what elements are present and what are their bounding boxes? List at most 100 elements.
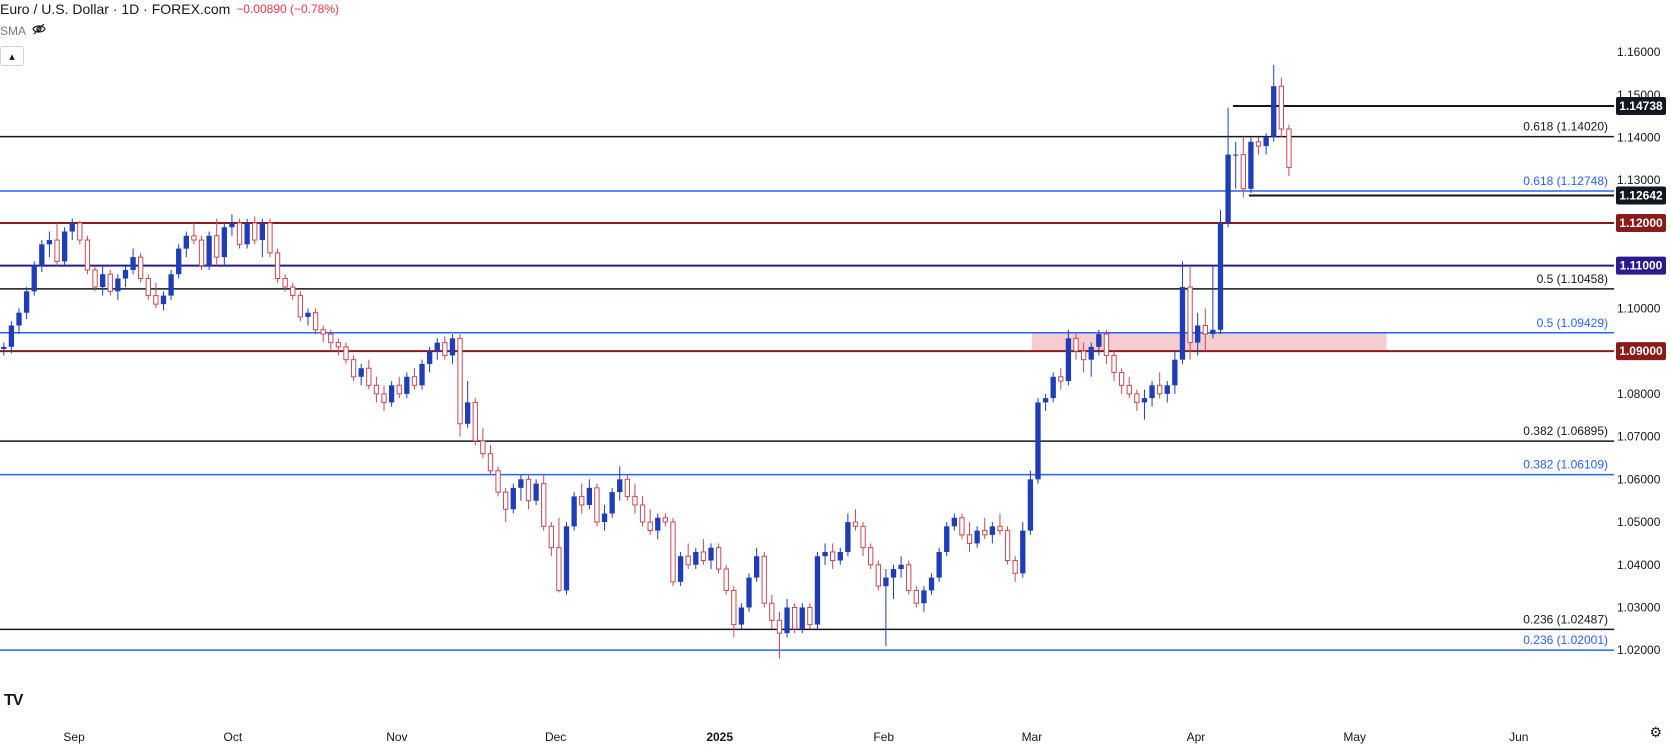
candle <box>715 543 722 574</box>
fib-level-label: 0.382 (1.06895) <box>1523 424 1608 438</box>
candle <box>601 504 608 531</box>
candle-body <box>442 342 448 356</box>
candle <box>951 513 958 531</box>
candle <box>183 231 189 258</box>
candle <box>282 274 288 292</box>
candle <box>122 265 129 288</box>
candle-body <box>685 555 691 566</box>
candle <box>426 346 433 373</box>
candle-body <box>1156 384 1163 395</box>
candle-body <box>1027 479 1034 531</box>
candle-body <box>997 525 1003 532</box>
candle-body <box>868 547 874 566</box>
candle-body <box>183 235 189 249</box>
price-tag: 1.12000 <box>1616 213 1666 232</box>
candle-body <box>69 222 75 232</box>
candle-body <box>1210 329 1216 335</box>
candle-body <box>107 273 113 292</box>
candle <box>791 603 798 634</box>
candle <box>974 526 980 548</box>
candle <box>259 218 266 258</box>
candle <box>244 218 250 249</box>
candle <box>677 551 684 587</box>
candle <box>685 543 691 570</box>
eye-off-icon[interactable] <box>32 23 46 38</box>
chart-header: Euro / U.S. Dollar · 1D · FOREX.com −0.0… <box>0 0 339 18</box>
x-axis[interactable]: Sep Oct Nov Dec 2025 Feb Mar Apr May Jun <box>0 720 1670 747</box>
candle-body <box>1149 385 1155 399</box>
candle-body <box>259 222 266 241</box>
price-tag: 1.09000 <box>1616 342 1666 361</box>
x-tick-label: Mar <box>1022 730 1043 744</box>
candle-body <box>1126 384 1132 395</box>
candle <box>69 218 75 241</box>
candle-body <box>769 602 775 621</box>
candle-body <box>822 551 828 557</box>
candle <box>115 274 121 300</box>
candle <box>776 611 783 659</box>
candle <box>769 594 775 629</box>
candle-body <box>1096 334 1102 347</box>
gear-icon[interactable]: ⚙ <box>1649 724 1662 740</box>
candle <box>898 556 904 578</box>
candle-body <box>122 269 129 279</box>
y-tick-label: 1.10000 <box>1617 301 1661 315</box>
candle-body <box>206 235 212 266</box>
candle-body <box>860 525 866 549</box>
candle <box>959 513 965 540</box>
candle-body <box>495 470 501 493</box>
candle-body <box>1111 354 1117 373</box>
candles <box>1 64 1292 659</box>
level-lines <box>0 104 1614 651</box>
candle <box>153 282 159 309</box>
candle <box>1073 334 1079 360</box>
collapse-legend-button[interactable]: ▴ <box>0 46 24 66</box>
candle <box>563 522 570 595</box>
y-tick-label: 1.02000 <box>1617 643 1661 657</box>
candle <box>1278 77 1284 138</box>
symbol-title[interactable]: Euro / U.S. Dollar · 1D · FOREX.com <box>0 1 231 17</box>
fib-level-label: 0.618 (1.12748) <box>1523 174 1608 188</box>
x-tick-label: Jun <box>1509 730 1528 744</box>
candle <box>343 342 349 364</box>
indicator-row[interactable]: SMA <box>0 23 46 38</box>
candle-body <box>1278 85 1284 130</box>
candle <box>1050 372 1056 403</box>
candle-body <box>282 278 288 288</box>
candle-body <box>518 479 524 488</box>
candle <box>1271 64 1277 142</box>
candle <box>822 543 828 565</box>
candle <box>23 287 30 320</box>
candle-body <box>776 619 783 634</box>
candle <box>1156 372 1163 399</box>
candle-body <box>533 483 539 501</box>
candle-body <box>138 256 144 279</box>
indicator-name[interactable]: SMA <box>0 23 27 38</box>
candle <box>503 487 509 523</box>
candle <box>61 227 68 266</box>
candle <box>1202 308 1208 352</box>
candle <box>1042 393 1049 411</box>
candle-body <box>632 495 638 506</box>
candle-body <box>404 376 410 394</box>
candle-body <box>799 607 805 629</box>
candle <box>548 522 554 557</box>
candle <box>1187 265 1193 360</box>
candle-body <box>1073 337 1079 352</box>
candle <box>480 428 486 458</box>
tradingview-logo[interactable]: TV <box>4 692 23 709</box>
candle-body <box>951 517 958 527</box>
candle-body <box>335 342 342 348</box>
candle <box>761 551 767 608</box>
candle <box>1012 556 1018 582</box>
candle-body <box>472 401 478 442</box>
price-tag: 1.12642 <box>1616 186 1666 205</box>
candle-body <box>320 329 326 335</box>
candle <box>39 240 45 273</box>
candle <box>1134 389 1140 411</box>
candle-body <box>236 222 243 245</box>
candle-body <box>609 492 615 514</box>
candle <box>1263 133 1269 155</box>
candle <box>381 385 387 411</box>
